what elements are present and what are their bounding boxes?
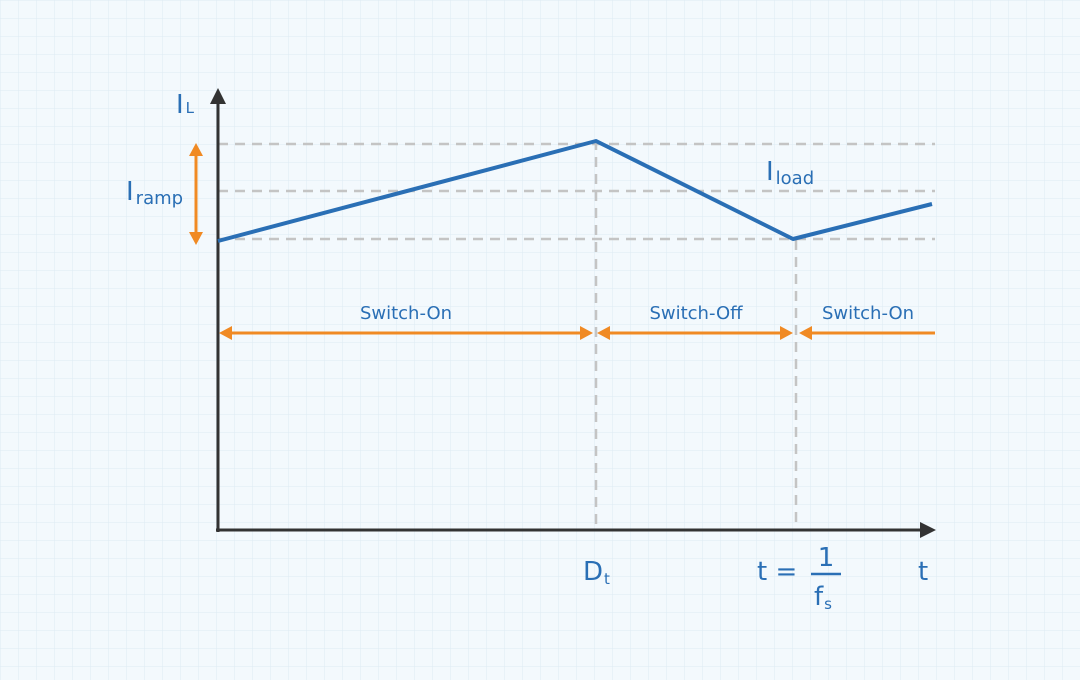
period-label: t = 1 fs bbox=[757, 543, 841, 613]
period-denominator: fs bbox=[814, 582, 832, 613]
phase-label: Switch-On bbox=[360, 303, 452, 324]
axes bbox=[210, 88, 936, 538]
phase-label: Switch-Off bbox=[649, 303, 743, 324]
guides bbox=[218, 140, 935, 530]
phase-label: Switch-On bbox=[822, 303, 914, 324]
ramp-arrow bbox=[189, 143, 203, 245]
inductor-current bbox=[217, 139, 933, 243]
duty-label: Dt bbox=[583, 557, 610, 588]
x-axis-label: t bbox=[918, 557, 928, 587]
period-prefix: t = bbox=[757, 557, 797, 587]
period-numerator: 1 bbox=[818, 543, 835, 573]
phase-arrows bbox=[219, 326, 935, 340]
